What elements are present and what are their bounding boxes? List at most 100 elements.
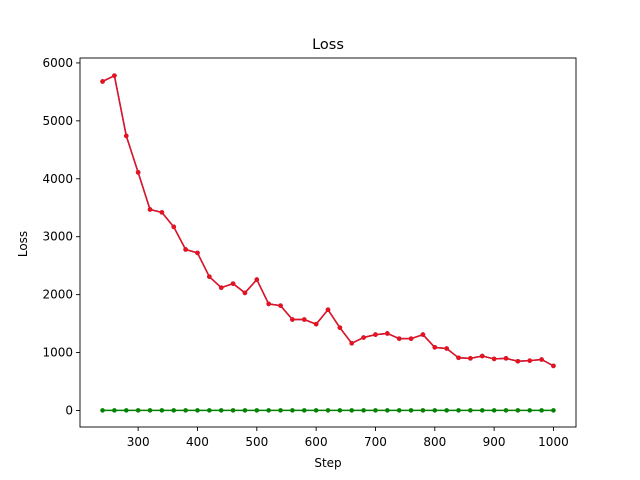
series-1-point <box>135 170 141 175</box>
series-1-point <box>385 331 390 336</box>
y-tick-label: 3000 <box>42 230 73 244</box>
series-1-point <box>349 340 355 346</box>
series-2-point <box>361 408 366 413</box>
series-1-point <box>503 356 509 361</box>
series-2-point <box>100 408 105 413</box>
x-axis: 300 400 500 600 700 800 900 1000 <box>127 427 569 449</box>
x-tick-label: 900 <box>483 435 506 449</box>
series-2-point <box>325 408 331 413</box>
series-1-point <box>551 363 556 369</box>
series-1-point <box>408 336 414 341</box>
series-2-point <box>444 408 449 413</box>
series-2-point <box>491 408 497 413</box>
series-1-point <box>100 79 105 84</box>
series-2-point <box>123 408 129 413</box>
series-2-point <box>135 408 141 413</box>
series-2-point <box>539 408 544 413</box>
series-2-point <box>373 408 378 413</box>
x-tick-label: 400 <box>186 435 209 449</box>
series-1-point <box>337 325 343 330</box>
x-axis-label: Step <box>314 456 341 470</box>
series-1-point <box>123 133 129 139</box>
x-tick-label: 600 <box>305 435 328 449</box>
series-2-point <box>515 408 521 413</box>
series-1-point <box>313 321 319 327</box>
series-1-point <box>230 281 236 286</box>
y-tick-label: 4000 <box>42 172 73 186</box>
series-2-point <box>159 408 165 413</box>
series-1-point <box>479 353 485 359</box>
series-1-point <box>325 307 331 313</box>
series-2-point <box>147 408 153 413</box>
series-1-point <box>266 301 271 307</box>
x-tick-label: 1000 <box>538 435 569 449</box>
series-1-point <box>444 346 449 351</box>
series-2-point <box>432 408 438 413</box>
series-1-point <box>195 250 200 256</box>
series-2-point <box>503 408 509 413</box>
series-2-point <box>218 408 224 413</box>
y-tick-label: 5000 <box>42 114 73 128</box>
series-1-point <box>491 356 497 362</box>
series-1-point <box>112 73 117 78</box>
series-1-point <box>159 210 165 215</box>
series-2-point <box>420 408 426 413</box>
x-tick-label: 700 <box>364 435 387 449</box>
series-1-point <box>456 355 461 361</box>
series-1-point <box>373 332 378 337</box>
series-1-point <box>396 336 402 341</box>
y-tick-label: 0 <box>65 403 73 417</box>
series-2-point <box>349 408 355 413</box>
y-tick-label: 2000 <box>42 288 73 302</box>
series-2-point <box>337 408 343 413</box>
series-2-point <box>527 408 533 413</box>
series-2-point <box>456 408 461 413</box>
chart-title: Loss <box>312 37 344 53</box>
series-2-point <box>396 408 402 413</box>
series-2-point <box>195 408 200 413</box>
series-1-point <box>207 274 212 279</box>
x-tick-label: 300 <box>127 435 150 449</box>
series-1-point <box>171 224 177 230</box>
series-2-point <box>183 408 188 413</box>
series-1-point <box>361 335 366 340</box>
series-2-point <box>278 408 283 413</box>
series-2-point <box>313 408 319 413</box>
series-2-point <box>254 408 260 413</box>
series-1-point <box>468 356 473 361</box>
series-1-point <box>147 207 153 212</box>
series-1-point <box>527 358 533 363</box>
series-1-point <box>278 303 283 308</box>
series-1-point <box>515 358 521 364</box>
series-1-point <box>420 332 426 337</box>
series-2-point <box>112 408 117 413</box>
y-tick-label: 6000 <box>42 56 73 70</box>
x-tick-label: 500 <box>245 435 268 449</box>
series-2-point <box>468 408 473 413</box>
series-2-point <box>171 408 177 413</box>
series-2-point <box>551 408 556 413</box>
y-axis-label: Loss <box>16 231 30 257</box>
y-tick-label: 1000 <box>42 346 73 360</box>
series-1-point <box>290 317 295 322</box>
series-1-point <box>301 317 307 322</box>
series-2-point <box>207 408 212 413</box>
x-tick-label: 800 <box>423 435 446 449</box>
series-1-point <box>183 247 188 252</box>
series-1-point <box>432 345 438 350</box>
series-1-point <box>218 285 224 290</box>
series-2-point <box>385 408 390 413</box>
series-2-point <box>266 408 271 413</box>
series-2-point <box>242 408 248 413</box>
series-1-point <box>254 277 260 282</box>
series-2-point <box>301 408 307 413</box>
series-2-point <box>290 408 295 413</box>
series-2-point <box>479 408 485 413</box>
series-1-point <box>242 290 248 296</box>
series-1-point <box>539 357 544 362</box>
plot-frame <box>79 57 577 428</box>
series-2-point <box>230 408 236 413</box>
plot-area <box>79 57 577 428</box>
